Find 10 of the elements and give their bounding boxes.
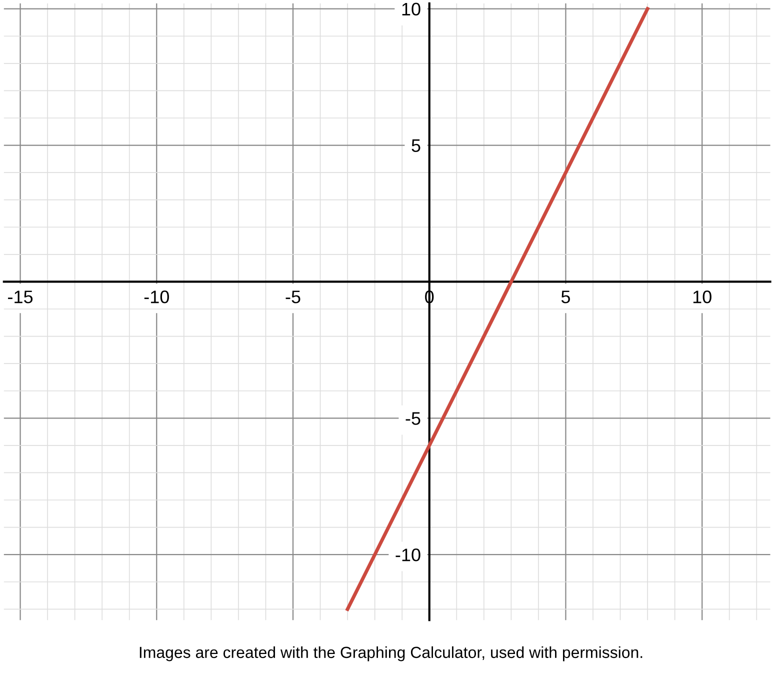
x-tick-label: -10 — [144, 290, 169, 304]
y-tick-label: -5 — [406, 412, 420, 425]
text: Images are created with the Graphing Calculator, used with permission. — [140, 646, 642, 662]
x-tick-label: 10 — [693, 290, 712, 304]
y-tick-label: -10 — [396, 548, 420, 562]
y-tick-label: 5 — [412, 139, 420, 152]
x-tick-label: 5 — [561, 290, 570, 304]
x-tick-label: -15 — [8, 290, 33, 304]
y-tick-label: 10 — [402, 2, 420, 16]
x-tick-label: -5 — [286, 290, 300, 304]
